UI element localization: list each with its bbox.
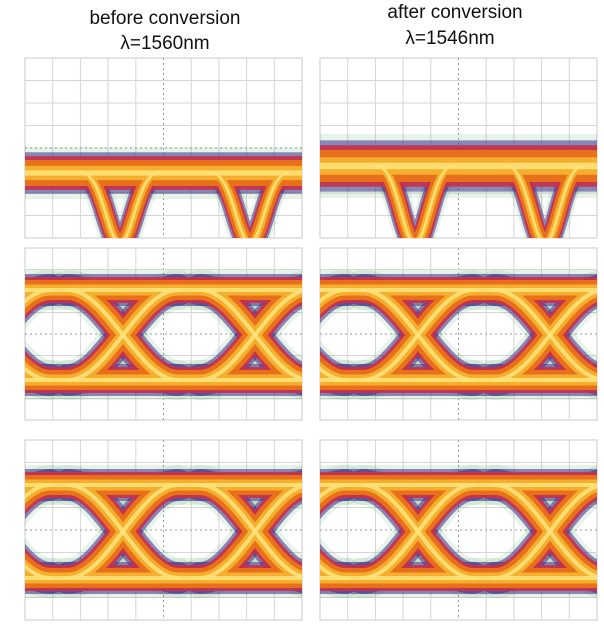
eye-diagram	[319, 57, 598, 239]
trace	[361, 483, 475, 580]
trace	[66, 288, 180, 382]
eye-diagram	[319, 439, 598, 621]
column-wavelength: λ=1546nm	[405, 28, 494, 49]
column-heading: after conversion	[387, 2, 522, 23]
trace	[210, 171, 290, 238]
trace	[25, 288, 52, 304]
traces	[25, 147, 302, 238]
trace	[198, 484, 302, 580]
eye-diagram	[319, 247, 598, 421]
trace	[375, 164, 455, 238]
traces	[25, 465, 302, 598]
traces	[320, 134, 597, 238]
trace	[25, 483, 52, 500]
eye-diagram	[24, 247, 303, 421]
trace	[25, 366, 52, 382]
trace	[505, 164, 585, 238]
trace	[66, 483, 180, 580]
trace	[198, 289, 302, 382]
trace	[320, 563, 347, 580]
trace	[320, 288, 347, 304]
traces	[320, 270, 597, 400]
column-wavelength: λ=1560nm	[120, 33, 209, 54]
eye-diagram	[24, 57, 303, 239]
trace	[25, 563, 52, 580]
trace	[493, 289, 597, 382]
trace	[80, 171, 160, 238]
trace	[320, 366, 347, 382]
trace	[361, 288, 475, 382]
column-heading: before conversion	[89, 8, 240, 29]
traces	[320, 465, 597, 598]
trace	[320, 483, 347, 500]
traces	[25, 270, 302, 400]
eye-diagram	[24, 439, 303, 621]
trace	[493, 484, 597, 580]
